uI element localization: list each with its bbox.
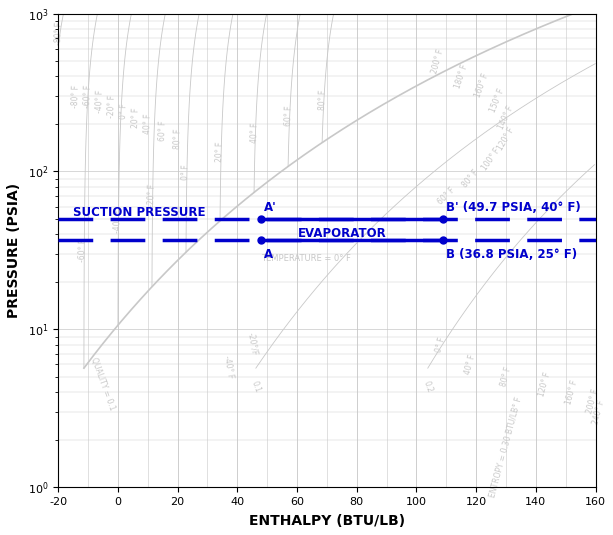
Text: ENTROPY = 0.30 BTU/LB° F: ENTROPY = 0.30 BTU/LB° F	[488, 396, 524, 499]
Text: A': A'	[264, 201, 277, 214]
Text: SUCTION PRESSURE: SUCTION PRESSURE	[73, 207, 206, 219]
Text: 40° F: 40° F	[143, 113, 153, 134]
Text: -40° F: -40° F	[223, 355, 235, 379]
Text: -40° F: -40° F	[95, 89, 105, 112]
Text: -60° F: -60° F	[78, 238, 88, 262]
Text: 160° F: 160° F	[474, 72, 490, 99]
Text: -80° F: -80° F	[71, 85, 81, 108]
Text: 0° F: 0° F	[119, 104, 129, 119]
X-axis label: ENTHALPY (BTU/LB): ENTHALPY (BTU/LB)	[249, 514, 405, 528]
Y-axis label: PRESSURE (PSIA): PRESSURE (PSIA)	[7, 183, 21, 318]
Text: 60° F: 60° F	[284, 105, 294, 126]
Text: -20°/F: -20°/F	[246, 332, 259, 356]
Text: -80° F: -80° F	[54, 22, 64, 45]
Text: 20° F: 20° F	[131, 107, 141, 128]
Text: 60° F: 60° F	[436, 186, 457, 207]
Text: 160° F: 160° F	[564, 379, 579, 406]
Text: -40° F: -40° F	[113, 210, 123, 233]
Text: 240° F: 240° F	[591, 399, 606, 425]
Text: -20° F: -20° F	[147, 184, 157, 207]
Text: -60° F: -60° F	[83, 85, 93, 108]
Text: 80° F: 80° F	[318, 89, 328, 110]
Text: 120° F: 120° F	[537, 371, 552, 398]
Text: 150° F: 150° F	[488, 88, 506, 114]
Text: 40° F: 40° F	[249, 123, 259, 143]
Text: 40° F: 40° F	[463, 354, 477, 376]
Text: 80° F: 80° F	[460, 168, 480, 189]
Text: 100° F: 100° F	[480, 146, 502, 172]
Text: 200° F: 200° F	[585, 388, 600, 415]
Text: B (36.8 PSIA, 25° F): B (36.8 PSIA, 25° F)	[446, 248, 577, 261]
Text: 80° F: 80° F	[173, 129, 183, 149]
Text: 0° F: 0° F	[181, 165, 191, 180]
Text: 0.2: 0.2	[422, 379, 434, 394]
Text: 180° F: 180° F	[453, 63, 470, 90]
Text: 20° F: 20° F	[215, 141, 225, 162]
Text: QUALITY = 0.1: QUALITY = 0.1	[89, 357, 116, 412]
Text: 0.1: 0.1	[249, 379, 262, 394]
Text: EVAPORATOR: EVAPORATOR	[297, 227, 386, 240]
Text: A: A	[264, 248, 273, 261]
Text: 120° F: 120° F	[496, 126, 516, 152]
Text: 60° F: 60° F	[158, 121, 167, 142]
Text: 140° F: 140° F	[497, 104, 516, 131]
Text: 0° F: 0° F	[434, 336, 447, 354]
Text: B' (49.7 PSIA, 40° F): B' (49.7 PSIA, 40° F)	[446, 201, 581, 214]
Text: 200° F: 200° F	[430, 48, 445, 74]
Text: -20° F: -20° F	[107, 94, 117, 118]
Text: TEMPERATURE = 0° F: TEMPERATURE = 0° F	[261, 254, 351, 263]
Text: 80° F: 80° F	[499, 366, 513, 388]
